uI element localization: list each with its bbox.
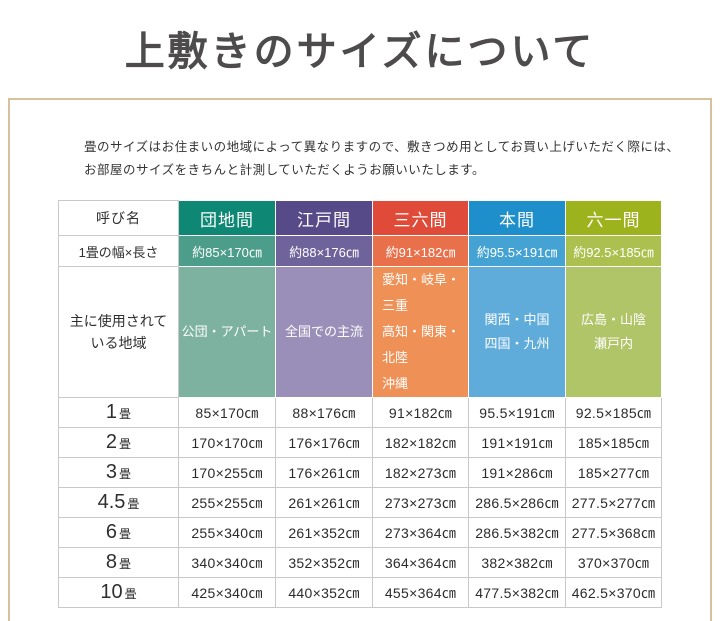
column-header-saburokuma: 三六間 bbox=[372, 200, 469, 237]
size-unit: 畳 bbox=[119, 407, 132, 422]
size-value-cell: 286.5×286㎝ bbox=[468, 487, 566, 519]
size-value-cell: 277.5×368㎝ bbox=[565, 517, 662, 549]
size-value-cell: 176×261㎝ bbox=[275, 457, 373, 489]
size-value-cell: 382×382㎝ bbox=[468, 547, 566, 579]
size-count: 8 bbox=[105, 551, 118, 574]
size-value-cell: 170×255㎝ bbox=[178, 457, 276, 489]
width-row-label: 1畳の幅×長さ bbox=[58, 235, 179, 268]
size-value-cell: 261×352㎝ bbox=[275, 517, 373, 549]
size-row: 4.5 畳 255×255㎝ 261×261㎝ 273×273㎝ 286.5×28… bbox=[58, 487, 662, 519]
size-value-cell: 185×277㎝ bbox=[565, 457, 662, 489]
size-label-cell: 10 畳 bbox=[58, 577, 179, 609]
size-value-cell: 352×352㎝ bbox=[275, 547, 373, 579]
description-text: 畳のサイズはお住まいの地域によって異なりますので、敷きつめ用としてお買い上げいた… bbox=[84, 140, 680, 178]
size-unit: 畳 bbox=[127, 497, 140, 512]
region-cell: 関西・中国 四国・九州 bbox=[468, 266, 566, 399]
width-row: 1畳の幅×長さ 約85×170㎝ 約88×176㎝ 約91×182㎝ 約95.5… bbox=[58, 235, 662, 268]
size-value-cell: 277.5×277㎝ bbox=[565, 487, 662, 519]
size-value-cell: 477.5×382㎝ bbox=[468, 577, 566, 609]
size-value-cell: 185×185㎝ bbox=[565, 427, 662, 459]
size-unit: 畳 bbox=[119, 557, 132, 572]
size-unit: 畳 bbox=[119, 437, 132, 452]
size-unit: 畳 bbox=[119, 467, 132, 482]
size-value-cell: 455×364㎝ bbox=[372, 577, 469, 609]
region-cell: 広島・山陰 瀬戸内 bbox=[565, 266, 662, 399]
size-label-cell: 4.5 畳 bbox=[58, 487, 179, 519]
width-cell: 約85×170㎝ bbox=[178, 235, 276, 268]
size-value-cell: 191×286㎝ bbox=[468, 457, 566, 489]
region-cell: 公団・アパート bbox=[178, 266, 276, 399]
column-header-honma: 本間 bbox=[468, 200, 566, 237]
size-value-cell: 88×176㎝ bbox=[275, 397, 373, 429]
width-cell: 約88×176㎝ bbox=[275, 235, 373, 268]
size-value-cell: 370×370㎝ bbox=[565, 547, 662, 579]
width-cell: 約95.5×191㎝ bbox=[468, 235, 566, 268]
content-box: 畳のサイズはお住まいの地域によって異なりますので、敷きつめ用としてお買い上げいた… bbox=[8, 98, 712, 621]
page-title: 上敷きのサイズについて bbox=[124, 28, 596, 75]
size-count: 6 bbox=[105, 521, 118, 544]
region-cell: 愛知・岐阜・三重 高知・関東・北陸 沖縄 bbox=[372, 266, 469, 399]
size-count: 3 bbox=[105, 461, 118, 484]
size-value-cell: 261×261㎝ bbox=[275, 487, 373, 519]
column-header-edoma: 江戸間 bbox=[275, 200, 373, 237]
size-value-cell: 85×170㎝ bbox=[178, 397, 276, 429]
size-value-cell: 286.5×382㎝ bbox=[468, 517, 566, 549]
size-value-cell: 273×273㎝ bbox=[372, 487, 469, 519]
size-count: 4.5 bbox=[97, 491, 126, 514]
width-cell: 約91×182㎝ bbox=[372, 235, 469, 268]
column-header-rokuichima: 六一間 bbox=[565, 200, 662, 237]
size-value-cell: 255×255㎝ bbox=[178, 487, 276, 519]
size-value-cell: 92.5×185㎝ bbox=[565, 397, 662, 429]
size-unit: 畳 bbox=[124, 587, 137, 602]
size-value-cell: 95.5×191㎝ bbox=[468, 397, 566, 429]
size-count: 10 bbox=[100, 581, 123, 604]
size-count: 2 bbox=[105, 431, 118, 454]
size-value-cell: 182×182㎝ bbox=[372, 427, 469, 459]
size-value-cell: 340×340㎝ bbox=[178, 547, 276, 579]
size-value-cell: 91×182㎝ bbox=[372, 397, 469, 429]
column-header-danchima: 団地間 bbox=[178, 200, 276, 237]
size-count: 1 bbox=[105, 401, 118, 424]
size-value-cell: 255×340㎝ bbox=[178, 517, 276, 549]
size-value-cell: 191×191㎝ bbox=[468, 427, 566, 459]
region-row-label: 主に使用されて いる地域 bbox=[58, 266, 179, 399]
size-value-cell: 462.5×370㎝ bbox=[565, 577, 662, 609]
size-value-cell: 176×176㎝ bbox=[275, 427, 373, 459]
width-cell: 約92.5×185㎝ bbox=[565, 235, 662, 268]
size-value-cell: 364×364㎝ bbox=[372, 547, 469, 579]
size-value-cell: 425×340㎝ bbox=[178, 577, 276, 609]
corner-cell: 呼び名 bbox=[58, 200, 179, 237]
size-value-cell: 182×273㎝ bbox=[372, 457, 469, 489]
region-cell: 全国での主流 bbox=[275, 266, 373, 399]
size-value-cell: 273×364㎝ bbox=[372, 517, 469, 549]
size-value-cell: 440×352㎝ bbox=[275, 577, 373, 609]
tatami-size-table: 呼び名 団地間 江戸間 三六間 本間 六一間 1畳の幅×長さ 約85×170㎝ … bbox=[58, 200, 662, 609]
region-row: 主に使用されて いる地域 公団・アパート 全国での主流 愛知・岐阜・三重 高知・… bbox=[58, 266, 662, 399]
header-row: 呼び名 団地間 江戸間 三六間 本間 六一間 bbox=[58, 200, 662, 237]
size-row: 10 畳 425×340㎝ 440×352㎝ 455×364㎝ 477.5×382… bbox=[58, 577, 662, 609]
size-value-cell: 170×170㎝ bbox=[178, 427, 276, 459]
size-unit: 畳 bbox=[119, 527, 132, 542]
